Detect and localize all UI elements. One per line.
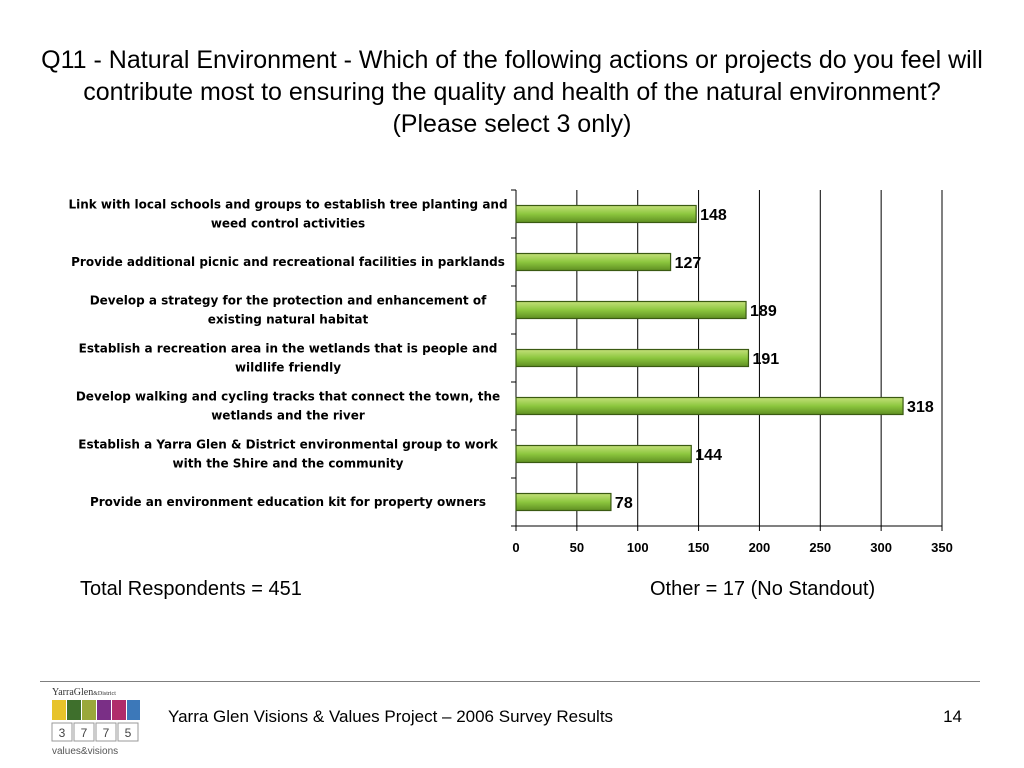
- logo-bottom-text: values&visions: [52, 746, 118, 757]
- svg-text:7: 7: [103, 726, 110, 740]
- total-respondents-note: Total Respondents = 451: [80, 578, 302, 600]
- data-label: 189: [750, 303, 777, 320]
- x-tick-label: 50: [570, 540, 584, 555]
- footer-title: Yarra Glen Visions & Values Project – 20…: [168, 707, 614, 726]
- data-label: 191: [752, 351, 779, 368]
- data-label: 144: [695, 447, 722, 464]
- x-tick-label: 150: [688, 540, 710, 555]
- category-label: Develop walking and cycling tracks that …: [76, 390, 500, 404]
- svg-text:3: 3: [59, 726, 66, 740]
- bar: [515, 204, 697, 224]
- footer-divider: [40, 681, 980, 682]
- category-label: Provide additional picnic and recreation…: [71, 255, 505, 269]
- data-label: 148: [700, 207, 727, 224]
- bar: [515, 252, 672, 272]
- gridlines: [576, 190, 943, 526]
- x-tick-label: 250: [809, 540, 831, 555]
- category-label: Link with local schools and groups to es…: [68, 198, 507, 212]
- x-tick-label: 0: [512, 540, 519, 555]
- yarra-glen-logo: YarraGlen&District 3 7 7 5 values&vision…: [51, 687, 140, 757]
- svg-text:5: 5: [125, 726, 132, 740]
- category-label: wetlands and the river: [211, 409, 365, 423]
- page-number: 14: [943, 707, 962, 726]
- category-label: weed control activities: [211, 217, 365, 231]
- category-label: Establish a recreation area in the wetla…: [79, 342, 498, 356]
- bar-chart: 0 50 100 150 200 250 300 350 148 Link with local …: [68, 189, 953, 556]
- bar: [515, 396, 904, 416]
- category-label: existing natural habitat: [208, 313, 369, 327]
- bar: [515, 444, 692, 464]
- bars: [515, 204, 904, 512]
- category-label: wildlife friendly: [235, 361, 341, 375]
- other-note: Other = 17 (No Standout): [650, 578, 876, 600]
- logo-top-text: YarraGlen&District: [52, 687, 116, 698]
- svg-text:7: 7: [81, 726, 88, 740]
- category-label: with the Shire and the community: [173, 457, 404, 471]
- category-label: Establish a Yarra Glen & District enviro…: [78, 438, 499, 452]
- labels: 0 50 100 150 200 250 300 350 148 Link with local …: [68, 198, 952, 556]
- bar: [515, 492, 612, 512]
- data-label: 78: [615, 495, 633, 512]
- bar: [515, 348, 750, 368]
- x-tick-label: 200: [749, 540, 771, 555]
- category-label: Develop a strategy for the protection an…: [90, 294, 487, 308]
- x-tick-label: 100: [627, 540, 649, 555]
- x-tick-label: 300: [870, 540, 892, 555]
- data-label: 318: [907, 399, 934, 416]
- data-label: 127: [675, 255, 702, 272]
- category-label: Provide an environment education kit for…: [90, 495, 486, 509]
- x-tick-label: 350: [931, 540, 953, 555]
- bar: [515, 300, 747, 320]
- page-title: Q11 - Natural Environment - Which of the…: [41, 46, 983, 138]
